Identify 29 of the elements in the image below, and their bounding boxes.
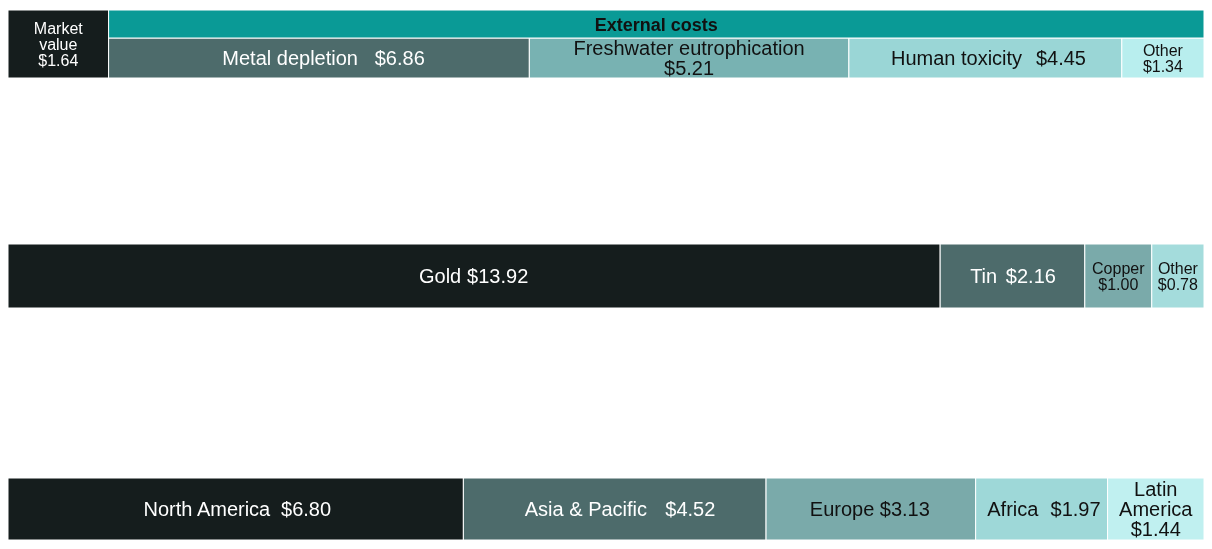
category-label: Latin America [1119,478,1194,520]
category-label: Other [1157,259,1199,277]
data-label: $2.16 [1005,265,1056,287]
category-label: Asia & Pacific [524,498,648,520]
data-label: $5.21 [664,57,715,79]
data-label: $6.86 [374,47,425,69]
data-label: $4.45 [1035,47,1086,69]
category-label: North America [143,498,272,520]
category-label: Tin [970,265,998,287]
data-label: $1.34 [1142,57,1184,75]
category-label: Europe [809,498,875,520]
data-label: $4.52 [665,498,716,520]
data-label: $3.13 [879,498,930,520]
category-label: Market value [33,19,84,53]
data-label: $1.97 [1050,498,1101,520]
data-label: $0.78 [1157,275,1198,293]
text: External costs [594,15,718,35]
data-label: $13.92 [467,265,529,287]
data-label: $1.64 [38,51,79,69]
category-label: Freshwater eutrophication [573,37,805,59]
category-label: Human toxicity [890,47,1023,69]
category-label: Metal depletion [222,47,358,69]
data-label: $6.80 [281,498,332,520]
category-label: Africa [987,498,1040,520]
category-label: Copper [1092,259,1146,277]
data-label: $1.44 [1130,518,1181,540]
data-label: $1.00 [1098,275,1139,293]
category-label: Gold [418,265,462,287]
category-label: Other [1142,41,1184,59]
